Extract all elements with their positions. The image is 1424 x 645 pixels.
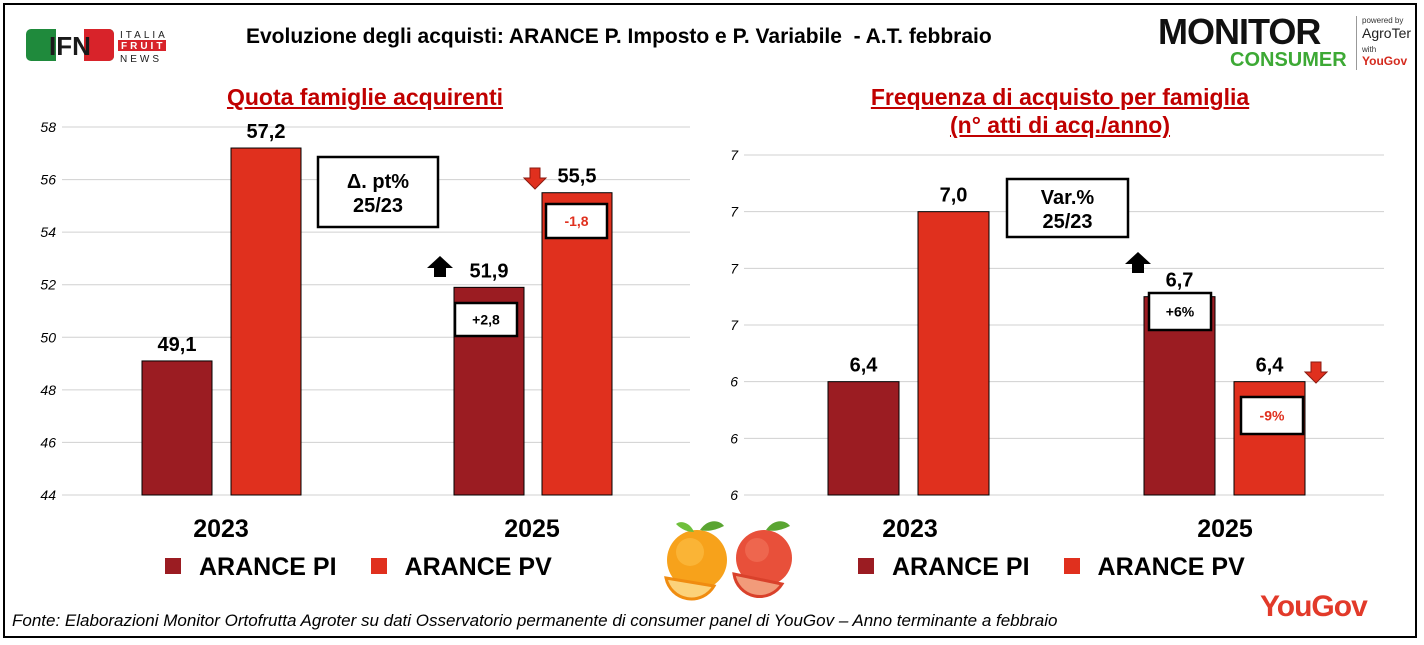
data-label: 6,4 [850, 355, 879, 377]
ifn-line3: NEWS [120, 54, 162, 65]
y-tick-label: 7 [730, 260, 739, 276]
legend-swatch-pv [370, 558, 387, 575]
category-label: 2023 [193, 515, 249, 543]
y-tick-label: 48 [40, 382, 56, 398]
y-tick-label: 6 [730, 430, 738, 446]
legend-item-pv: ARANCE PV [370, 553, 552, 582]
y-tick-label: 54 [40, 224, 56, 240]
powered-by-label: powered by [1362, 16, 1404, 25]
note-box [316, 155, 440, 229]
ifn-line1: ITALIA [120, 30, 168, 41]
data-label: 51,9 [470, 260, 509, 282]
chart2-title: Frequenza di acquisto per famiglia [870, 84, 1250, 110]
category-label: 2025 [504, 515, 560, 543]
y-tick-label: 7 [730, 317, 739, 333]
legend-item-pv: ARANCE PV [1063, 553, 1245, 582]
legend-item-pi: ARANCE PI [858, 553, 1030, 582]
category-label: 2025 [1197, 515, 1253, 543]
ifn-line2: FRUIT [121, 41, 165, 52]
note-line1: Δ. pt% [347, 171, 409, 193]
y-tick-label: 7 [730, 204, 739, 220]
agroter-label: AgroTer [1362, 25, 1412, 41]
data-label: 6,7 [1166, 270, 1194, 292]
arrow-up-icon [1125, 252, 1151, 273]
change-label: +6% [1166, 304, 1195, 320]
data-label: 49,1 [158, 334, 197, 356]
legend-swatch-pi [165, 558, 181, 575]
chart1-quota-famiglie: 44 46 48 50 52 54 56 58 49,1 51,9 57,2 55,5 2023 2025… [40, 119, 690, 543]
arrow-up-icon [427, 256, 453, 277]
source-note: Fonte: Elaborazioni Monitor Ortofrutta A… [12, 611, 1058, 630]
data-label: 6,4 [1256, 355, 1285, 377]
y-tick-label: 6 [730, 487, 738, 503]
data-label: 57,2 [247, 121, 286, 143]
bar-arance-pv-2023 [230, 147, 302, 496]
chart2-frequenza-acquisto: 6 6 6 7 7 7 7 6,4 6,7 7,0 6,4 2023 2025 Var.%25/23 +6%… [730, 147, 1384, 543]
main-title: Evoluzione degli acquisti: ARANCE P. Imp… [246, 25, 992, 48]
bar-arance-pi-2023 [827, 381, 900, 496]
change-box [453, 301, 519, 338]
change-box [544, 202, 609, 240]
monitor-wordmark: MONITOR [1158, 11, 1321, 52]
note-line2: 25/23 [1042, 211, 1092, 233]
y-tick-label: 44 [40, 487, 56, 503]
fruit-illustration [664, 521, 792, 601]
note-line2: 25/23 [353, 195, 403, 217]
chart1-title: Quota famiglie acquirenti [226, 84, 504, 110]
ifn-logo: IFN ITALIA FRUIT NEWS [26, 25, 171, 70]
change-box [1147, 291, 1213, 332]
chart2-legend: ARANCE PI ARANCE PV [858, 553, 1279, 582]
legend-swatch-pv [1063, 558, 1080, 575]
yougov-logo: YouGov [1260, 590, 1368, 623]
arrow-down-icon [1303, 361, 1329, 384]
note-line1: Var.% [1041, 187, 1095, 209]
y-tick-label: 50 [40, 329, 56, 345]
y-tick-label: 58 [40, 119, 56, 135]
y-tick-label: 7 [730, 147, 739, 163]
legend-swatch-pi [858, 558, 874, 575]
y-tick-label: 56 [40, 172, 56, 188]
y-tick-label: 52 [40, 277, 56, 293]
note-box [1005, 177, 1130, 239]
category-label: 2023 [882, 515, 938, 543]
grapefruit-icon [732, 521, 792, 598]
ifn-mark: IFN [49, 31, 91, 61]
chart1-legend: ARANCE PI ARANCE PV [165, 553, 586, 582]
change-label: -1,8 [564, 213, 588, 229]
consumer-wordmark: CONSUMER [1230, 49, 1347, 71]
change-label: +2,8 [472, 312, 500, 328]
bar-arance-pi-2023 [141, 360, 213, 496]
monitor-consumer-logo: MONITOR CONSUMER powered by AgroTer with… [1158, 14, 1418, 74]
bar-arance-pv-2023 [917, 211, 990, 496]
change-box [1239, 395, 1305, 436]
with-label: with [1362, 45, 1377, 54]
bar-arance-pv-2025 [541, 192, 613, 496]
arrow-down-icon [522, 167, 548, 190]
chart2-subtitle: (n° atti di acq./anno) [949, 112, 1171, 138]
change-label: -9% [1260, 408, 1285, 424]
y-tick-label: 6 [730, 374, 738, 390]
y-tick-label: 46 [40, 434, 56, 450]
orange-fruit-icon [664, 521, 727, 601]
legend-item-pi: ARANCE PI [165, 553, 337, 582]
yougov-small-label: YouGov [1362, 54, 1408, 68]
data-label: 55,5 [558, 166, 597, 188]
data-label: 7,0 [940, 185, 968, 207]
